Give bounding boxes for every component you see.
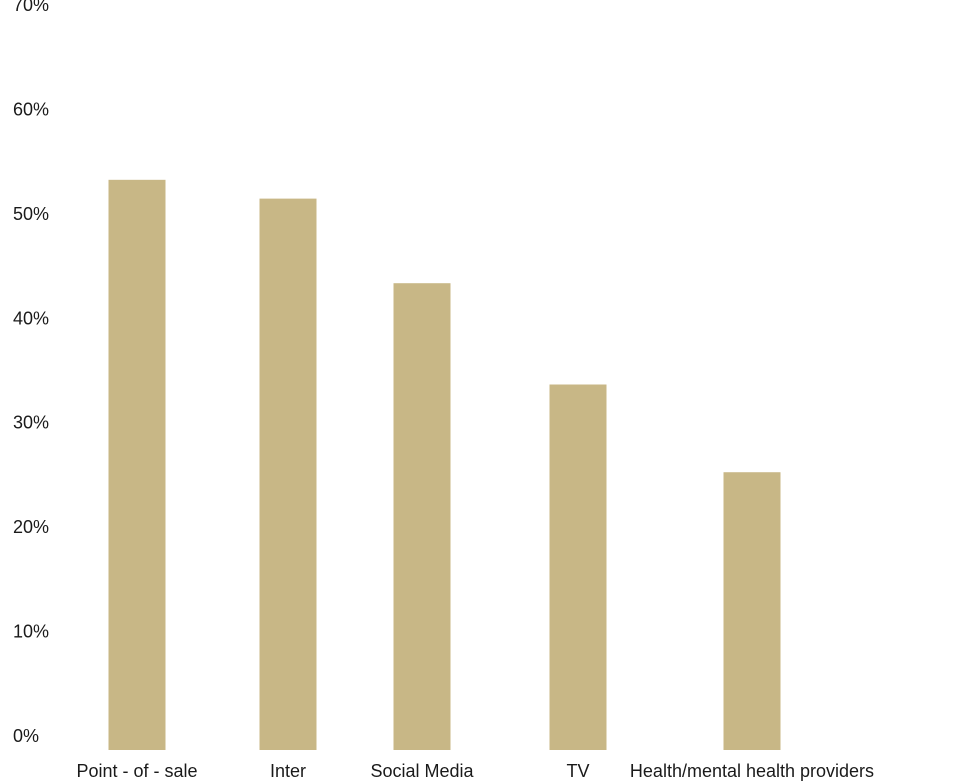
x-category-label: Point - of - sale	[76, 761, 197, 781]
x-category-label: Social Media	[370, 761, 474, 781]
bar	[723, 472, 781, 750]
y-tick-label: 20%	[13, 517, 49, 537]
x-axis-labels: Point - of - sale Inter Social Media TV Heal…	[76, 761, 874, 781]
y-tick-label: 40%	[13, 308, 49, 328]
x-category-label: TV	[566, 761, 589, 781]
y-axis-ticks: 0% 10% 20% 30% 40% 50% 60% 70%	[13, 0, 49, 746]
bar	[393, 283, 451, 750]
y-tick-label: 50%	[13, 204, 49, 224]
bar	[259, 198, 317, 751]
bars	[108, 179, 781, 751]
y-tick-label: 60%	[13, 99, 49, 119]
y-tick-label: 30%	[13, 413, 49, 433]
y-tick-label: 10%	[13, 622, 49, 642]
x-category-label: Health/mental health providers	[630, 761, 874, 781]
bar	[108, 179, 166, 750]
y-tick-label: 70%	[13, 0, 49, 15]
x-category-label: Inter	[270, 761, 306, 781]
bar	[549, 384, 607, 750]
y-tick-label: 0%	[13, 726, 39, 746]
